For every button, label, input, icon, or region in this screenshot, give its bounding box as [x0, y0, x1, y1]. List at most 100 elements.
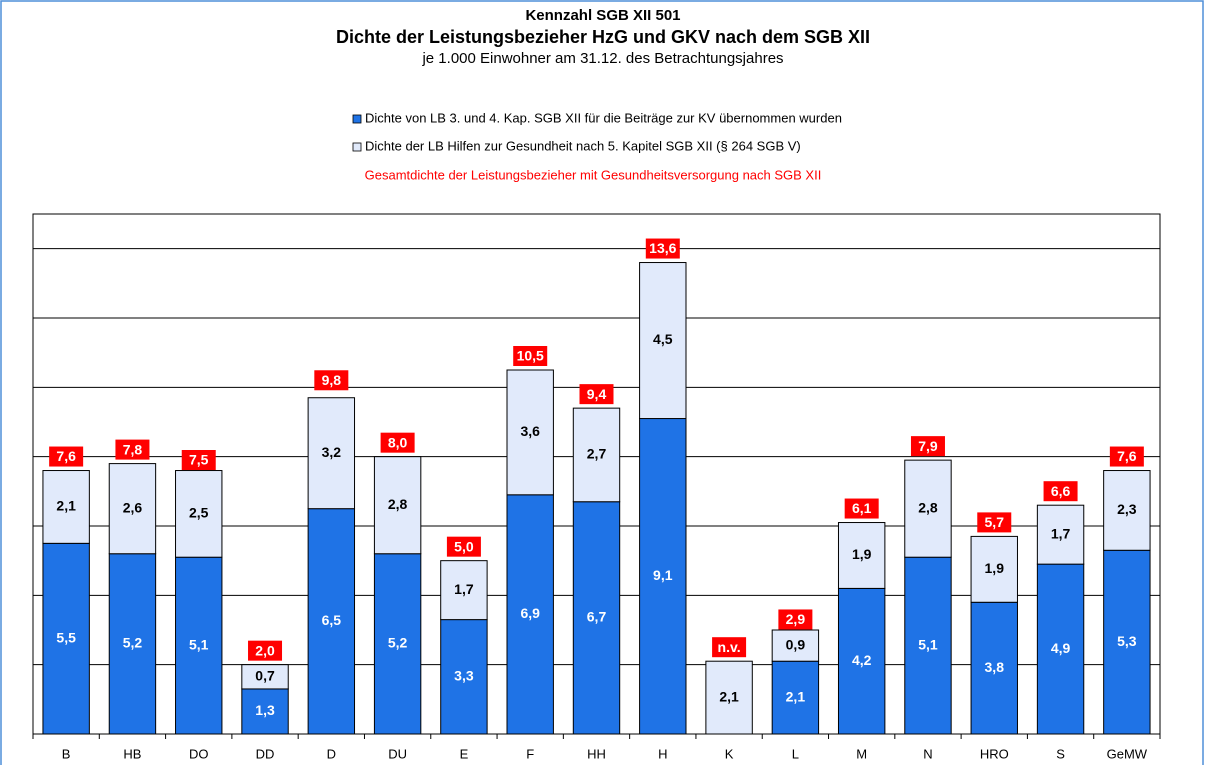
value-label: 2,1: [56, 498, 76, 514]
total-label-bg: [645, 238, 680, 259]
total-label: 7,5: [189, 452, 209, 468]
x-tick-label: F: [526, 746, 534, 761]
total-label-bg: [49, 446, 84, 467]
value-label: 5,5: [56, 629, 76, 645]
chart-note: je 1.000 Einwohner am 31.12. des Betrach…: [421, 50, 783, 67]
value-label: 2,6: [123, 499, 143, 515]
value-label: 2,8: [388, 496, 408, 512]
total-label: 2,9: [786, 611, 806, 627]
value-label: 2,8: [918, 499, 938, 515]
bar-segment: [307, 508, 356, 735]
legend-label: Dichte der LB Hilfen zur Gesundheit nach…: [365, 138, 801, 153]
bar-segment: [837, 587, 886, 735]
value-label: 3,3: [454, 668, 474, 684]
value-label: 4,5: [653, 331, 673, 347]
value-label: 2,5: [189, 505, 209, 521]
legend-label: Gesamtdichte der Leistungsbezieher mit G…: [365, 167, 822, 182]
value-label: 6,9: [520, 605, 540, 621]
total-label-bg: [977, 512, 1012, 533]
total-label: 7,6: [56, 448, 76, 464]
bar-segment: [440, 619, 488, 735]
x-tick-label: HRO: [980, 746, 1009, 761]
total-label-bg: [181, 450, 216, 470]
bar-segment: [506, 494, 554, 735]
value-label: 2,3: [1117, 501, 1137, 517]
bar-segment: [1036, 563, 1085, 735]
total-label-bg: [513, 346, 548, 366]
bar-segment: [506, 369, 554, 496]
bar-segment: [904, 556, 952, 735]
bar-segment: [639, 418, 687, 735]
value-label: 6,5: [322, 612, 342, 628]
bar-segment: [42, 542, 90, 735]
legend-swatch: [352, 142, 362, 152]
total-label-bg: [1043, 481, 1078, 502]
x-tick-label: GeMW: [1107, 746, 1148, 761]
bar-segment: [307, 397, 356, 510]
bar-segment: [175, 470, 223, 558]
value-label: 5,2: [123, 635, 143, 651]
total-label: 10,5: [517, 348, 544, 364]
bar-segment: [175, 556, 223, 735]
value-label: 5,1: [189, 636, 209, 652]
x-tick-label: N: [923, 746, 932, 761]
total-label-bg: [446, 536, 481, 557]
value-label: 3,2: [322, 444, 342, 460]
total-label: n.v.: [718, 639, 741, 655]
value-label: 1,7: [1051, 525, 1071, 541]
value-label: 2,7: [587, 446, 607, 462]
chart-title: Kennzahl SGB XII 501: [525, 7, 680, 24]
x-tick-label: E: [460, 746, 469, 761]
x-tick-label: HB: [123, 746, 141, 761]
x-tick-label: DO: [189, 746, 209, 761]
bar-segment: [440, 560, 488, 621]
total-label-bg: [314, 370, 349, 391]
total-label: 9,4: [587, 386, 607, 402]
total-label: 9,8: [322, 372, 342, 388]
x-tick-label: L: [792, 746, 799, 761]
total-label-bg: [248, 640, 283, 661]
total-label-bg: [712, 637, 747, 658]
value-label: 1,7: [454, 581, 474, 597]
total-label-bg: [778, 609, 813, 630]
value-label: 5,2: [388, 635, 408, 651]
total-label-bg: [380, 432, 415, 453]
bar-segment: [771, 660, 820, 735]
bar-segment: [42, 470, 90, 544]
bar-segment: [904, 459, 952, 558]
bar-segment: [837, 522, 886, 589]
value-label: 0,7: [255, 668, 275, 684]
value-label: 3,8: [985, 659, 1005, 675]
value-label: 2,1: [719, 688, 739, 704]
total-label: 7,8: [123, 441, 143, 457]
bar-segment: [108, 463, 157, 555]
total-label: 2,0: [255, 642, 275, 658]
total-label-bg: [910, 436, 945, 457]
bar-segment: [1103, 549, 1151, 735]
value-label: 5,3: [1117, 633, 1137, 649]
total-label: 8,0: [388, 434, 408, 450]
legend-label: Dichte von LB 3. und 4. Kap. SGB XII für…: [365, 110, 842, 125]
total-label-bg: [115, 439, 150, 460]
total-label-bg: [1109, 446, 1144, 467]
x-tick-label: DD: [256, 746, 275, 761]
bar-segment: [373, 456, 422, 555]
total-label: 7,9: [918, 438, 938, 454]
bar-segment: [639, 262, 687, 420]
x-tick-label: DU: [388, 746, 407, 761]
value-label: 1,3: [255, 702, 275, 718]
bar-segment: [241, 688, 289, 735]
total-label: 6,1: [852, 500, 872, 516]
total-label: 13,6: [649, 240, 676, 256]
bar-segment: [771, 629, 820, 662]
total-label-bg: [579, 384, 614, 405]
total-label: 5,7: [985, 514, 1005, 530]
bar-segment: [1103, 470, 1151, 551]
value-label: 0,9: [786, 636, 806, 652]
bar-segment: [1036, 504, 1085, 565]
total-label: 7,6: [1117, 448, 1137, 464]
total-label: 5,0: [454, 538, 474, 554]
value-label: 1,9: [852, 546, 872, 562]
total-label: 6,6: [1051, 483, 1071, 499]
